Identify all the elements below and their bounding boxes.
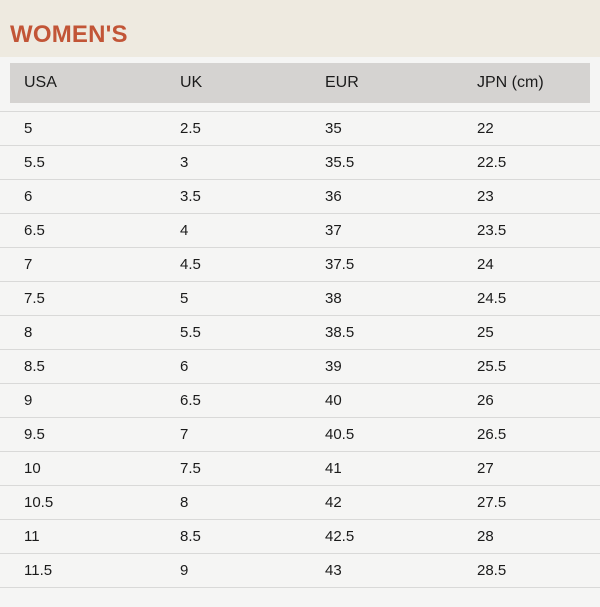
table-row: 9 6.5 40 26 [0,384,600,418]
table-header-row: USA UK EUR JPN (cm) [10,63,590,103]
cell-eur: 38.5 [325,324,355,341]
table-row: 7 4.5 37.5 24 [0,248,600,282]
column-header-uk: UK [180,74,203,91]
cell-jpn: 24.5 [477,290,507,307]
cell-uk: 4.5 [180,256,201,273]
cell-uk: 7.5 [180,460,201,477]
cell-usa: 9 [24,392,33,409]
table-row: 7.5 5 38 24.5 [0,282,600,316]
column-header-usa: USA [24,74,57,91]
table-row: 9.5 7 40.5 26.5 [0,418,600,452]
cell-eur: 40 [325,392,342,409]
cell-uk: 5.5 [180,324,201,341]
cell-uk: 3 [180,154,189,171]
cell-uk: 8 [180,494,189,511]
cell-jpn: 25 [477,324,494,341]
cell-eur: 42 [325,494,342,511]
cell-jpn: 27 [477,460,494,477]
table-row: 11.5 9 43 28.5 [0,554,600,588]
cell-jpn: 22.5 [477,154,507,171]
cell-uk: 6 [180,358,189,375]
cell-uk: 9 [180,562,189,579]
cell-uk: 7 [180,426,189,443]
cell-usa: 6 [24,188,33,205]
cell-usa: 11 [24,528,40,545]
cell-uk: 2.5 [180,120,201,137]
cell-uk: 6.5 [180,392,201,409]
cell-eur: 35.5 [325,154,355,171]
cell-usa: 9.5 [24,426,45,443]
table-row: 10 7.5 41 27 [0,452,600,486]
cell-eur: 40.5 [325,426,355,443]
cell-uk: 3.5 [180,188,201,205]
cell-usa: 7.5 [24,290,45,307]
cell-usa: 10.5 [24,494,54,511]
cell-usa: 11.5 [24,562,53,579]
table-body: 5 2.5 35 22 5.5 3 35.5 22.5 6 3.5 36 23 … [0,111,600,588]
cell-usa: 10 [24,460,41,477]
cell-usa: 8.5 [24,358,45,375]
section-title: WOMEN'S [10,21,128,48]
cell-usa: 6.5 [24,222,45,239]
cell-jpn: 27.5 [477,494,507,511]
cell-jpn: 22 [477,120,494,137]
cell-eur: 37.5 [325,256,355,273]
cell-eur: 35 [325,120,342,137]
cell-eur: 43 [325,562,342,579]
size-chart: USA UK EUR JPN (cm) 5 2.5 35 22 5.5 3 35… [0,63,600,588]
table-row: 6 3.5 36 23 [0,180,600,214]
table-row: 5 2.5 35 22 [0,112,600,146]
column-header-eur: EUR [325,74,359,91]
section-header-band: WOMEN'S [0,0,600,57]
cell-jpn: 26 [477,392,494,409]
cell-usa: 5 [24,120,33,137]
cell-eur: 41 [325,460,342,477]
cell-usa: 8 [24,324,33,341]
table-row: 11 8.5 42.5 28 [0,520,600,554]
cell-jpn: 28 [477,528,494,545]
table-row: 5.5 3 35.5 22.5 [0,146,600,180]
cell-jpn: 23.5 [477,222,507,239]
cell-jpn: 25.5 [477,358,507,375]
cell-eur: 42.5 [325,528,355,545]
cell-eur: 38 [325,290,342,307]
cell-usa: 5.5 [24,154,45,171]
cell-uk: 8.5 [180,528,201,545]
cell-uk: 5 [180,290,189,307]
column-header-jpn: JPN (cm) [477,74,544,91]
cell-jpn: 24 [477,256,494,273]
cell-usa: 7 [24,256,33,273]
table-row: 10.5 8 42 27.5 [0,486,600,520]
cell-jpn: 23 [477,188,494,205]
cell-eur: 39 [325,358,342,375]
table-row: 8.5 6 39 25.5 [0,350,600,384]
table-row: 6.5 4 37 23.5 [0,214,600,248]
cell-jpn: 26.5 [477,426,507,443]
table-row: 8 5.5 38.5 25 [0,316,600,350]
cell-jpn: 28.5 [477,562,507,579]
cell-eur: 37 [325,222,342,239]
cell-eur: 36 [325,188,342,205]
cell-uk: 4 [180,222,189,239]
